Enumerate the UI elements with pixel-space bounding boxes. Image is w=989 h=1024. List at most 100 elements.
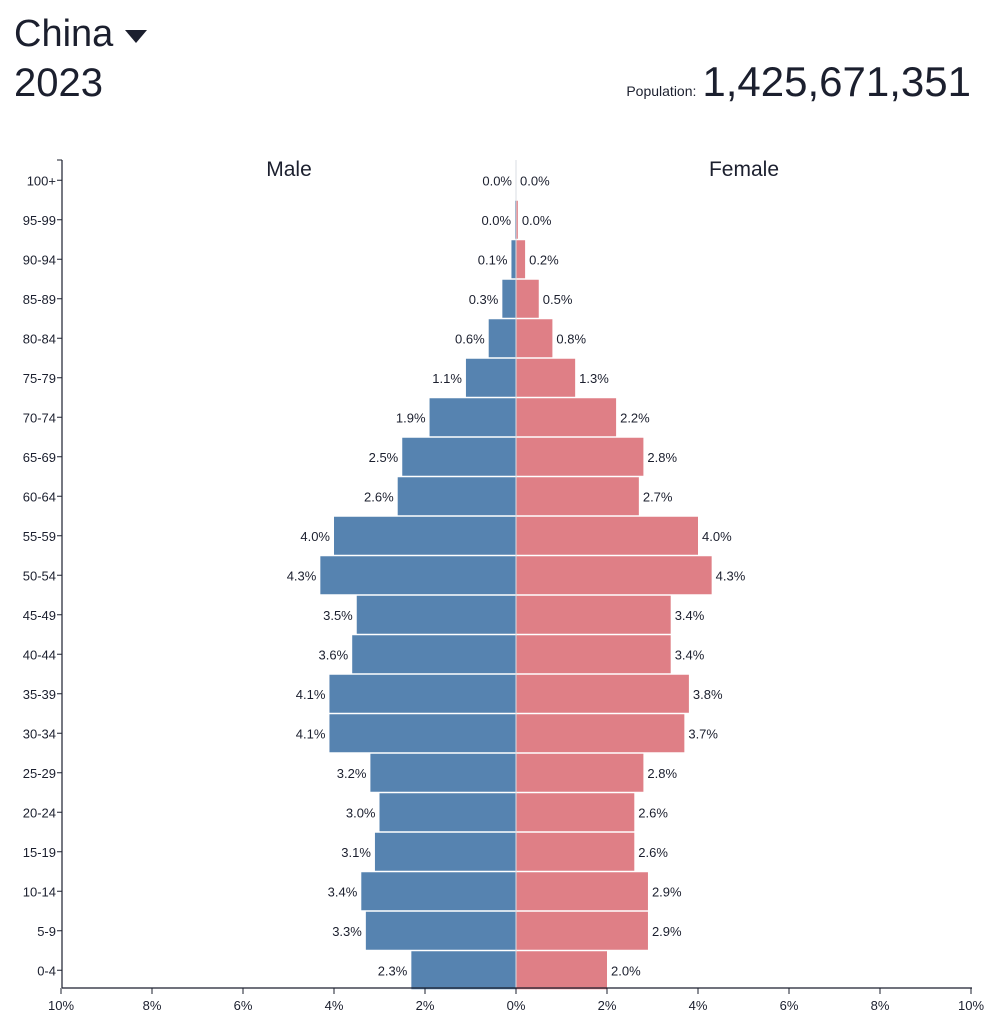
male-value-label-75-79: 1.1% [432, 371, 462, 386]
male-value-label-90-94: 0.1% [478, 252, 508, 267]
female-bar-50-54 [516, 556, 712, 595]
female-bar-15-19 [516, 832, 635, 871]
female-value-label-45-49: 3.4% [675, 608, 705, 623]
female-bar-85-89 [516, 279, 539, 318]
male-bar-0-4 [411, 951, 516, 990]
legend-female-label: Female [709, 158, 779, 181]
female-bar-0-4 [516, 951, 607, 990]
female-bar-25-29 [516, 753, 644, 792]
female-value-label-20-24: 2.6% [638, 805, 668, 820]
male-bar-5-9 [365, 911, 516, 950]
female-bar-80-84 [516, 319, 553, 358]
y-tick-label-50-54: 50-54 [23, 568, 56, 583]
legend-male-label: Male [266, 158, 312, 181]
triangle-down-icon[interactable] [125, 29, 148, 43]
female-value-label-25-29: 2.8% [647, 766, 677, 781]
female-value-label-75-79: 1.3% [579, 371, 609, 386]
female-bar-30-34 [516, 714, 685, 753]
y-tick-label-60-64: 60-64 [23, 489, 56, 504]
y-tick-label-15-19: 15-19 [23, 845, 56, 860]
female-bar-5-9 [516, 911, 648, 950]
female-value-label-30-34: 3.7% [688, 726, 718, 741]
female-value-label-80-84: 0.8% [556, 331, 586, 346]
female-value-label-5-9: 2.9% [652, 924, 682, 939]
male-value-label-35-39: 4.1% [296, 687, 326, 702]
female-value-label-60-64: 2.7% [643, 489, 673, 504]
y-tick-label-100+: 100+ [27, 173, 56, 188]
male-bar-70-74 [429, 398, 516, 437]
y-tick-label-40-44: 40-44 [23, 647, 56, 662]
female-bar-55-59 [516, 516, 698, 555]
male-value-label-55-59: 4.0% [300, 529, 330, 544]
female-bar-75-79 [516, 358, 576, 397]
male-bar-35-39 [329, 674, 516, 713]
female-value-label-55-59: 4.0% [702, 529, 732, 544]
female-value-label-100+: 0.0% [520, 173, 550, 188]
female-value-label-70-74: 2.2% [620, 410, 650, 425]
population-readout: Population: 1,425,671,351 [626, 58, 971, 106]
x-tick-label-0: 10% [48, 998, 74, 1013]
male-bar-65-69 [402, 437, 516, 476]
x-tick-label-1: 8% [143, 998, 162, 1013]
y-tick-label-75-79: 75-79 [23, 371, 56, 386]
male-bar-85-89 [502, 279, 516, 318]
male-value-label-95-99: 0.0% [481, 213, 511, 228]
male-bar-75-79 [465, 358, 516, 397]
y-tick-label-95-99: 95-99 [23, 213, 56, 228]
female-bar-20-24 [516, 793, 635, 832]
x-tick-label-9: 8% [871, 998, 890, 1013]
female-bar-35-39 [516, 674, 689, 713]
y-tick-label-5-9: 5-9 [37, 924, 56, 939]
male-bar-15-19 [374, 832, 516, 871]
male-bar-90-94 [511, 240, 516, 279]
male-value-label-10-14: 3.4% [328, 884, 358, 899]
male-value-label-50-54: 4.3% [287, 568, 317, 583]
male-bar-55-59 [334, 516, 516, 555]
y-tick-label-25-29: 25-29 [23, 766, 56, 781]
male-bar-10-14 [361, 872, 516, 911]
male-value-label-40-44: 3.6% [319, 647, 349, 662]
female-value-label-40-44: 3.4% [675, 647, 705, 662]
female-value-label-50-54: 4.3% [716, 568, 746, 583]
country-name: China [14, 13, 114, 55]
male-value-label-30-34: 4.1% [296, 726, 326, 741]
female-bar-70-74 [516, 398, 617, 437]
female-bar-45-49 [516, 595, 671, 634]
female-bar-95-99 [516, 200, 518, 239]
y-tick-label-70-74: 70-74 [23, 410, 56, 425]
male-value-label-5-9: 3.3% [332, 924, 362, 939]
x-tick-label-3: 4% [325, 998, 344, 1013]
female-bar-60-64 [516, 477, 639, 516]
x-tick-label-5: 0% [507, 998, 526, 1013]
x-tick-label-4: 2% [416, 998, 435, 1013]
male-value-label-65-69: 2.5% [369, 450, 399, 465]
y-tick-label-0-4: 0-4 [37, 963, 56, 978]
y-tick-label-45-49: 45-49 [23, 608, 56, 623]
population-label: Population: [626, 83, 697, 99]
y-tick-label-80-84: 80-84 [23, 331, 56, 346]
male-value-label-45-49: 3.5% [323, 608, 353, 623]
y-tick-label-85-89: 85-89 [23, 292, 56, 307]
x-tick-label-10: 10% [958, 998, 984, 1013]
y-tick-label-35-39: 35-39 [23, 687, 56, 702]
y-tick-label-90-94: 90-94 [23, 252, 56, 267]
x-tick-label-8: 6% [780, 998, 799, 1013]
female-value-label-90-94: 0.2% [529, 252, 559, 267]
female-bar-10-14 [516, 872, 648, 911]
y-tick-label-55-59: 55-59 [23, 529, 56, 544]
y-tick-label-20-24: 20-24 [23, 805, 56, 820]
male-value-label-15-19: 3.1% [341, 845, 371, 860]
female-value-label-85-89: 0.5% [543, 292, 573, 307]
male-bar-80-84 [488, 319, 516, 358]
male-value-label-0-4: 2.3% [378, 963, 408, 978]
male-bar-45-49 [356, 595, 516, 634]
male-bar-40-44 [352, 635, 516, 674]
male-bar-20-24 [379, 793, 516, 832]
female-bar-40-44 [516, 635, 671, 674]
female-bar-90-94 [516, 240, 526, 279]
country-selector[interactable]: China [14, 12, 148, 56]
male-value-label-20-24: 3.0% [346, 805, 376, 820]
female-value-label-95-99: 0.0% [522, 213, 552, 228]
male-bar-25-29 [370, 753, 516, 792]
